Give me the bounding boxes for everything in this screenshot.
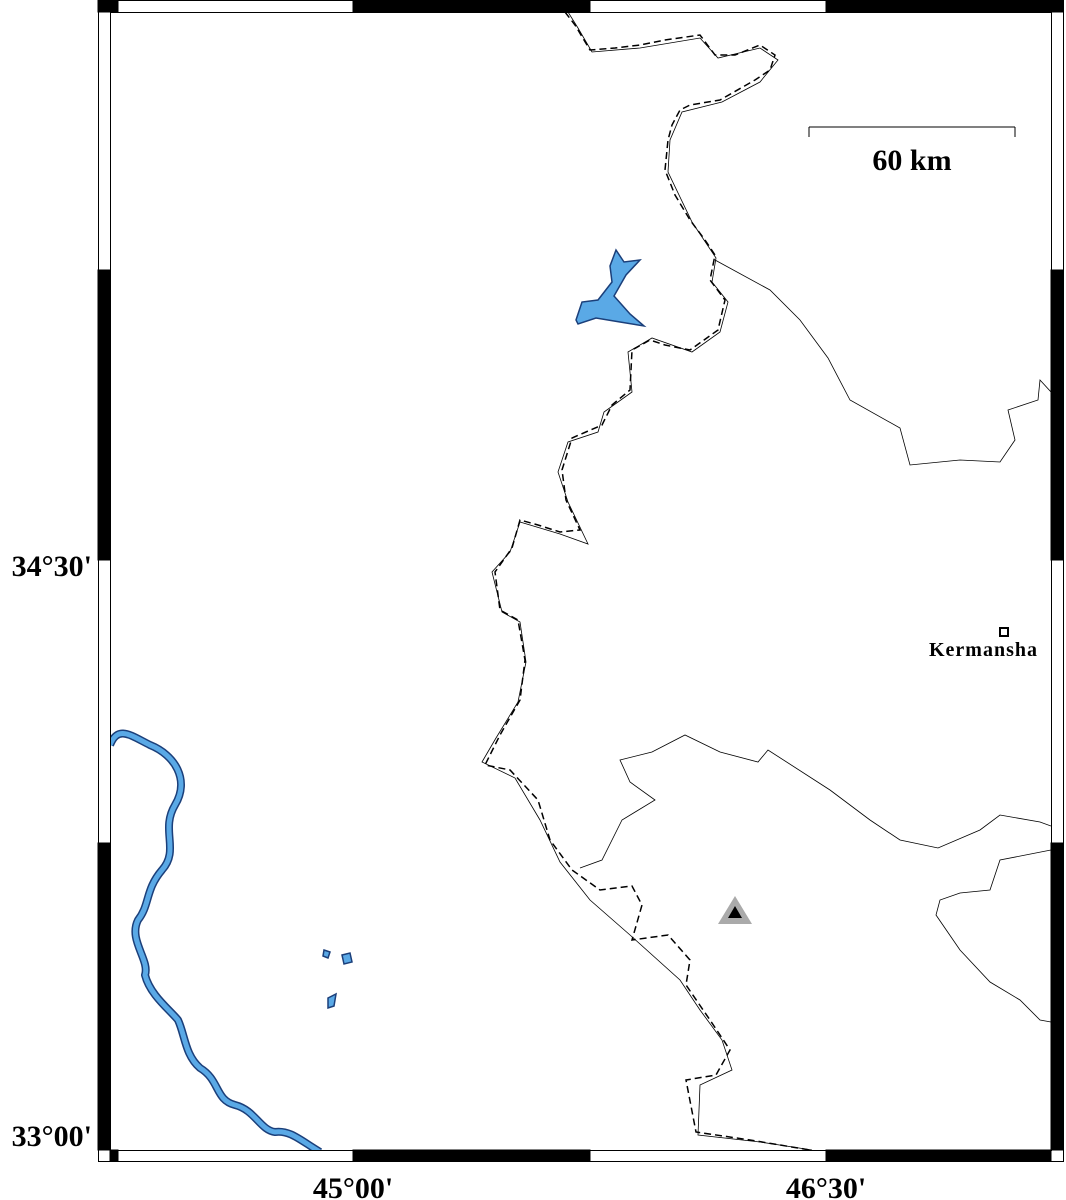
border-solid	[481, 12, 813, 1150]
river	[110, 731, 322, 1150]
lat-label: 34°30'	[12, 550, 92, 583]
frame	[97, 0, 1064, 1162]
lon-label: 46°30'	[786, 1172, 866, 1200]
city-label: Kermansha	[929, 639, 1038, 661]
lake	[575, 248, 647, 328]
map-content: Kermansha 60 km	[110, 12, 1051, 1150]
lake	[322, 949, 331, 959]
lake	[341, 952, 353, 965]
province-line	[579, 734, 1051, 869]
province-line	[935, 849, 1051, 1023]
lon-label: 45°00'	[313, 1172, 393, 1200]
station-marker-inner	[728, 906, 742, 918]
province-line	[714, 259, 1051, 466]
lat-label: 33°00'	[12, 1120, 92, 1153]
border-dashed	[483, 12, 811, 1150]
lake	[327, 992, 337, 1010]
scale-label: 60 km	[872, 144, 951, 177]
city-marker	[999, 627, 1009, 637]
